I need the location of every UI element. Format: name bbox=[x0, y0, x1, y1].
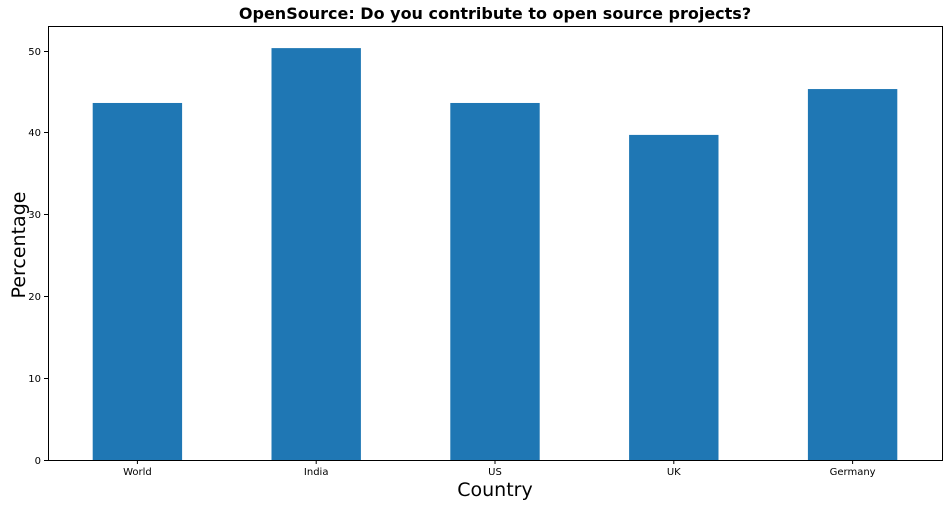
x-axis-ticks: World India US UK Germany bbox=[123, 460, 876, 478]
bars bbox=[92, 48, 898, 461]
y-axis-label: Percentage bbox=[8, 192, 30, 299]
x-axis-label: Country bbox=[457, 479, 532, 501]
bar-world bbox=[92, 102, 183, 461]
y-tick-label: 0 bbox=[35, 456, 41, 467]
x-tick-label: UK bbox=[667, 467, 681, 478]
y-tick-label: 40 bbox=[28, 128, 41, 139]
bar-us bbox=[450, 102, 540, 461]
x-tick-label: World bbox=[123, 467, 152, 478]
x-tick-label: India bbox=[304, 467, 329, 478]
bar-germany bbox=[807, 89, 898, 461]
plot-frame bbox=[48, 26, 943, 461]
y-tick-label: 30 bbox=[28, 210, 41, 221]
x-tick-label: Germany bbox=[830, 467, 876, 478]
y-tick-label: 10 bbox=[28, 374, 41, 385]
chart-title: OpenSource: Do you contribute to open so… bbox=[239, 4, 751, 23]
bar-uk bbox=[629, 134, 719, 461]
y-axis-ticks: 0 10 20 30 40 50 bbox=[28, 47, 48, 467]
y-tick-label: 50 bbox=[28, 47, 41, 58]
bar-india bbox=[271, 48, 361, 460]
x-tick-label: US bbox=[488, 467, 502, 478]
y-tick-label: 20 bbox=[28, 292, 41, 303]
